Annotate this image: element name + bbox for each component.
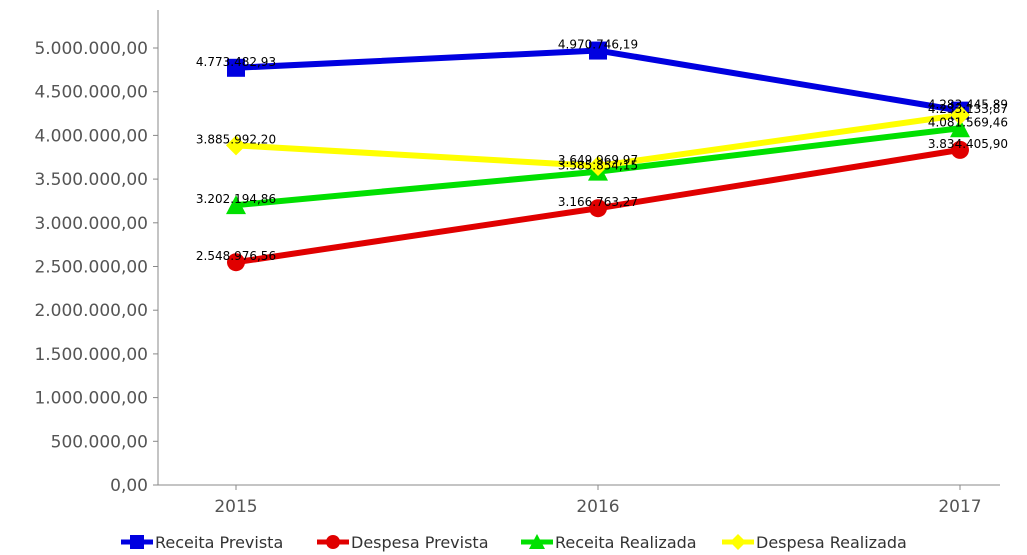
y-tick-label: 500.000,00 [51,432,148,452]
legend-label-0: Receita Prevista [155,533,283,552]
x-tick-label: 2016 [576,497,619,517]
data-point-1-0 [227,253,245,272]
data-label-0-2: 4.283.445,89 [928,98,1008,112]
x-tick-label: 2017 [938,497,981,517]
y-tick-label: 5.000.000,00 [34,39,148,59]
data-label-0-0: 4.773.482,93 [196,55,276,69]
data-label-1-1: 3.166.763,27 [558,195,638,209]
data-point-2-2 [950,118,970,138]
data-point-1-2 [951,140,969,159]
y-tick-label: 2.000.000,00 [34,301,148,321]
data-label-0-1: 4.970.746,19 [558,38,638,52]
legend-label-3: Despesa Realizada [756,533,907,552]
data-point-3-0 [226,135,246,156]
y-tick-label: 1.500.000,00 [34,345,148,365]
legend-marker-2 [529,534,545,549]
data-label-2-1: 3.585.854,15 [558,159,638,173]
data-label-3-0: 3.885.992,20 [196,132,276,146]
x-tick-label: 2015 [214,497,257,517]
data-label-1-2: 3.834.405,90 [928,137,1008,151]
data-label-3-1: 3.649.969,97 [558,153,638,167]
y-axis: 0,00 500.000,00 1.000.000,00 1.500.000,00 2.… [34,10,159,496]
data-point-2-0 [226,195,246,215]
legend-marker-3 [730,534,746,550]
y-tick-label: 1.000.000,00 [34,389,148,409]
data-label-2-2: 4.081.569,46 [928,115,1008,129]
series-line-0 [235,47,961,114]
x-axis: 2015 2016 2017 [158,484,1000,517]
legend-label-1: Despesa Prevista [351,533,489,552]
y-tick-label: 3.500.000,00 [34,170,148,190]
data-label-2-0: 3.202.194,86 [196,192,276,206]
y-tick-label: 4.500.000,00 [34,83,148,103]
legend-marker-0 [130,535,144,549]
legend-marker-1 [326,535,340,549]
data-point-3-1 [588,155,608,176]
y-tick-label: 2.500.000,00 [34,258,148,278]
data-point-1-1 [589,199,607,218]
data-point-3-2 [950,105,970,126]
series-markers [226,41,970,272]
legend-label-2: Receita Realizada [555,533,697,552]
y-tick-label: 4.000.000,00 [34,126,148,146]
legend: Receita Prevista Despesa Prevista Receita … [121,533,907,552]
data-point-0-0 [227,58,245,77]
data-labels: 4.773.482,93 4.970.746,19 4.283.445,89 2.54… [196,38,1008,264]
data-label-1-0: 2.548.976,56 [196,249,276,263]
y-tick-label: 0,00 [110,476,148,496]
data-label-3-2: 4.233.133,87 [928,102,1008,116]
y-tick-label: 3.000.000,00 [34,214,148,234]
data-point-0-1 [589,41,607,60]
